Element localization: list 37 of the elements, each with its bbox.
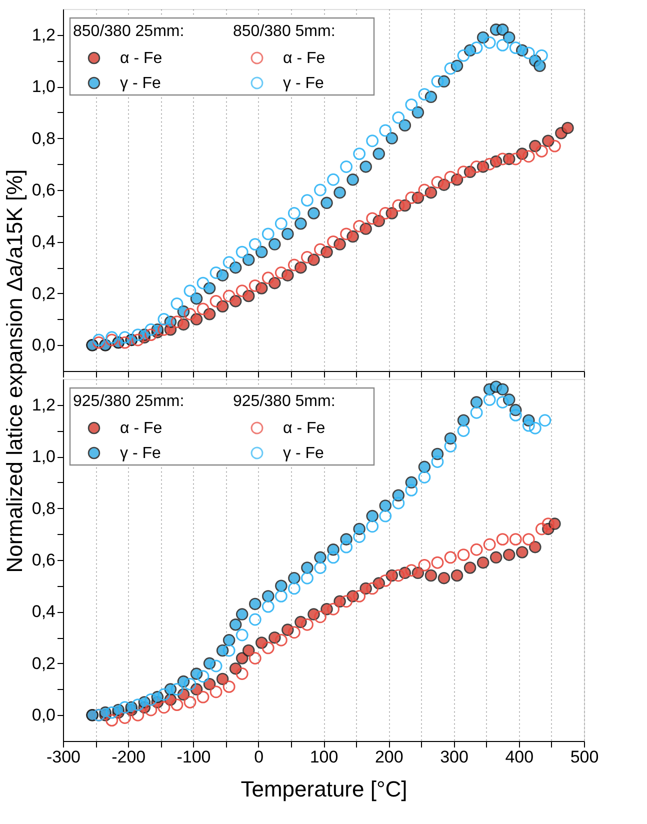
x-tick-label: 0 — [254, 748, 264, 766]
y-axis-title: Normalized latice expansion Δa/a15K [%] — [2, 169, 27, 573]
y-tick-label: 0,6 — [32, 550, 56, 570]
legend-label: α - Fe — [283, 50, 326, 67]
annotation: 925/380 5mm: — [233, 393, 336, 410]
legend-label: γ - Fe — [283, 445, 324, 462]
legend-label: α - Fe — [120, 420, 162, 437]
y-tick-label: 0,6 — [32, 180, 56, 200]
y-tick-label: 0,4 — [32, 602, 56, 622]
y-tick-label: 0,0 — [32, 336, 56, 355]
legend-label: α - Fe — [283, 420, 326, 437]
y-tick-label: 1,0 — [32, 447, 56, 466]
x-tick-label: -200 — [112, 748, 146, 766]
y-tick-label: 0,8 — [32, 498, 56, 518]
x-axis-title: Temperature [°C] — [240, 776, 408, 802]
y-tick-label: 1,2 — [32, 395, 56, 414]
y-tick-label: 1,0 — [32, 77, 56, 96]
legend-label: γ - Fe — [283, 75, 324, 92]
annotation: 925/380 25mm: — [73, 393, 184, 410]
x-tick-label: 500 — [570, 748, 599, 766]
y-tick-label: 0,8 — [32, 128, 56, 148]
x-tick-label: 300 — [440, 748, 468, 766]
legend-label: α - Fe — [120, 50, 162, 67]
x-tick-label: 200 — [374, 748, 404, 766]
y-tick-label: 0,2 — [32, 284, 56, 303]
x-tick-label: 400 — [505, 748, 534, 766]
legend-label: γ - Fe — [120, 445, 161, 462]
annotation: 850/380 25mm: — [73, 23, 184, 40]
x-tick-label: -100 — [176, 748, 211, 766]
y-tick-label: 1,2 — [32, 25, 56, 44]
y-tick-label: 0,0 — [32, 706, 56, 725]
y-tick-label: 0,4 — [32, 232, 56, 252]
legend-label: γ - Fe — [120, 75, 161, 92]
y-tick-label: 0,2 — [32, 654, 56, 673]
annotation: 850/380 5mm: — [233, 23, 336, 40]
x-tick-label: 100 — [310, 748, 338, 766]
x-tick-label: -300 — [46, 748, 81, 766]
